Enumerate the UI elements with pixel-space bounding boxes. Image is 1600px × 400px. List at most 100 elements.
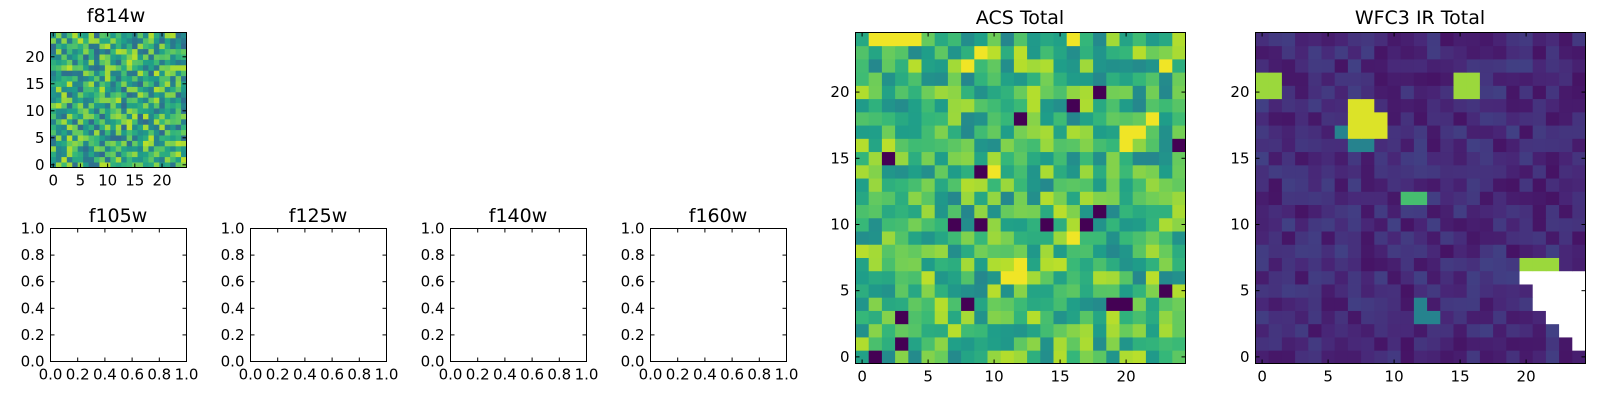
heatmap-cell bbox=[1106, 337, 1120, 351]
heatmap-cell bbox=[72, 75, 79, 82]
heatmap-cell bbox=[1027, 337, 1041, 351]
heatmap-cell bbox=[881, 257, 896, 272]
heatmap-cell bbox=[895, 231, 909, 245]
heatmap-cell bbox=[1295, 257, 1309, 272]
heatmap-cell bbox=[148, 145, 155, 152]
heatmap-cell bbox=[1545, 58, 1560, 73]
heatmap-cell bbox=[72, 59, 79, 66]
heatmap-cell bbox=[1308, 45, 1322, 60]
heatmap-cell bbox=[1132, 151, 1147, 166]
heatmap-cell bbox=[1493, 244, 1507, 258]
heatmap-cell bbox=[181, 140, 187, 147]
heatmap-cell bbox=[175, 48, 182, 55]
heatmap-cell bbox=[55, 145, 62, 152]
heatmap-cell bbox=[1172, 138, 1186, 153]
heatmap-cell bbox=[1545, 284, 1560, 298]
heatmap-cell bbox=[1066, 257, 1081, 272]
heatmap-cell bbox=[1519, 257, 1534, 272]
heatmap-cell bbox=[181, 118, 187, 125]
heatmap-cell bbox=[1361, 323, 1375, 338]
heatmap-cell bbox=[961, 178, 975, 192]
x-tick-label: 0.2 bbox=[466, 366, 490, 384]
heatmap-cell bbox=[934, 138, 949, 153]
heatmap-cell bbox=[83, 43, 89, 50]
x-tick-label: 0.0 bbox=[439, 366, 463, 384]
heatmap-cell bbox=[148, 64, 155, 71]
heatmap-cell bbox=[1145, 85, 1160, 100]
heatmap-cell bbox=[1427, 323, 1441, 338]
heatmap-cell bbox=[1255, 323, 1270, 338]
heatmap-cell bbox=[1453, 270, 1468, 285]
heatmap-cell bbox=[1347, 164, 1362, 179]
heatmap-cell bbox=[1321, 310, 1336, 325]
y-tick-label: 0.0 bbox=[221, 353, 245, 371]
heatmap-cell bbox=[1295, 297, 1309, 311]
heatmap-cell bbox=[1321, 217, 1336, 232]
heatmap-cell bbox=[1493, 58, 1507, 73]
heatmap-cell bbox=[1119, 337, 1134, 351]
heatmap-cell bbox=[987, 350, 1002, 364]
heatmap-cell bbox=[1545, 204, 1560, 219]
heatmap-cell bbox=[1545, 350, 1560, 364]
x-tick-label: 0.0 bbox=[39, 366, 63, 384]
heatmap-cell bbox=[164, 151, 171, 158]
heatmap-cell bbox=[1387, 72, 1402, 86]
heatmap-cell bbox=[1413, 204, 1428, 219]
heatmap-cell bbox=[908, 125, 922, 139]
heatmap-cell bbox=[1479, 284, 1494, 298]
heatmap-cell bbox=[1334, 98, 1349, 113]
heatmap-cell bbox=[1347, 297, 1362, 311]
heatmap-cell bbox=[1079, 297, 1094, 311]
heatmap-cell bbox=[170, 86, 177, 93]
heatmap-cell bbox=[855, 138, 870, 153]
heatmap-cell bbox=[110, 54, 117, 60]
heatmap-cell bbox=[1427, 138, 1441, 153]
heatmap-cell bbox=[1545, 217, 1560, 232]
heatmap-cell bbox=[987, 217, 1002, 232]
heatmap-cell bbox=[1440, 72, 1454, 86]
heatmap-cell bbox=[104, 43, 111, 50]
heatmap-cell bbox=[1040, 257, 1054, 272]
heatmap-cell bbox=[1079, 178, 1094, 192]
heatmap-cell bbox=[1295, 72, 1309, 86]
heatmap-cell bbox=[153, 156, 160, 163]
heatmap-cell bbox=[1255, 45, 1270, 60]
heatmap-cell bbox=[1545, 244, 1560, 258]
heatmap-cell bbox=[99, 81, 106, 87]
heatmap-cell bbox=[1334, 310, 1349, 325]
heatmap-cell bbox=[61, 91, 68, 98]
heatmap-cell bbox=[159, 86, 166, 93]
heatmap-cell bbox=[921, 178, 936, 192]
heatmap-cell bbox=[1453, 85, 1468, 100]
heatmap-cell bbox=[1295, 231, 1309, 245]
heatmap-cell bbox=[1172, 45, 1186, 60]
heatmap-cell bbox=[164, 70, 171, 77]
heatmap-cell bbox=[1400, 32, 1415, 47]
heatmap-cell bbox=[175, 108, 182, 114]
heatmap-cell bbox=[1295, 350, 1309, 364]
heatmap-cell bbox=[1172, 32, 1186, 47]
x-tick-label: 0.8 bbox=[747, 366, 771, 384]
heatmap-cell bbox=[1506, 337, 1520, 351]
heatmap-cell bbox=[961, 350, 975, 364]
heatmap-cell bbox=[159, 113, 166, 120]
heatmap-cell bbox=[66, 97, 73, 104]
heatmap-cell bbox=[181, 37, 187, 44]
heatmap-cell bbox=[881, 45, 896, 60]
heatmap-cell bbox=[947, 337, 962, 351]
heatmap-cell bbox=[137, 140, 144, 147]
heatmap-cell bbox=[1145, 244, 1160, 258]
heatmap-cell bbox=[137, 129, 144, 136]
panel-title-f140w: f140w bbox=[489, 205, 548, 227]
heatmap-cell bbox=[142, 48, 149, 55]
heatmap-cell bbox=[1387, 178, 1402, 192]
heatmap-cell bbox=[99, 48, 106, 55]
heatmap-cell bbox=[121, 64, 128, 71]
heatmap-cell bbox=[1493, 297, 1507, 311]
heatmap-cell bbox=[1440, 244, 1454, 258]
heatmap-acs-total bbox=[855, 32, 1186, 364]
heatmap-cell bbox=[1066, 217, 1081, 232]
heatmap-cell bbox=[137, 113, 144, 120]
heatmap-cell bbox=[1532, 98, 1547, 113]
heatmap-cell bbox=[1400, 323, 1415, 338]
